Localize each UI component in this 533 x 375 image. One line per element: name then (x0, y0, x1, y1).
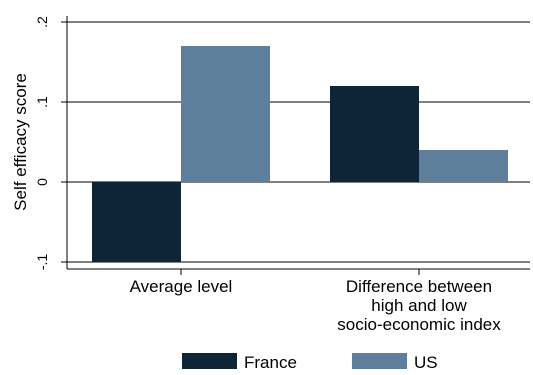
bar-us-0 (181, 46, 270, 182)
bar-france-0 (92, 182, 181, 262)
legend: France US (182, 353, 438, 372)
legend-label-us: US (414, 353, 438, 372)
bars (92, 46, 508, 262)
y-tick-label: 0 (34, 178, 50, 186)
x-category-label-1: Difference between high and low socio-econ… (337, 277, 501, 334)
x-category-labels: Average level Difference between high and … (130, 269, 501, 334)
y-ticks: -.1 0 .1 .2 (34, 16, 67, 270)
y-tick-label: .2 (34, 16, 50, 28)
y-tick-label: .1 (34, 96, 50, 108)
bar-us-1 (419, 150, 508, 182)
y-axis-label: Self efficacy score (11, 73, 30, 211)
legend-swatch-us (352, 353, 407, 369)
bar-france-1 (330, 86, 419, 182)
x-category-label-0: Average level (130, 277, 233, 296)
legend-swatch-france (182, 353, 237, 369)
legend-label-france: France (244, 353, 297, 372)
y-tick-label: -.1 (34, 254, 50, 271)
